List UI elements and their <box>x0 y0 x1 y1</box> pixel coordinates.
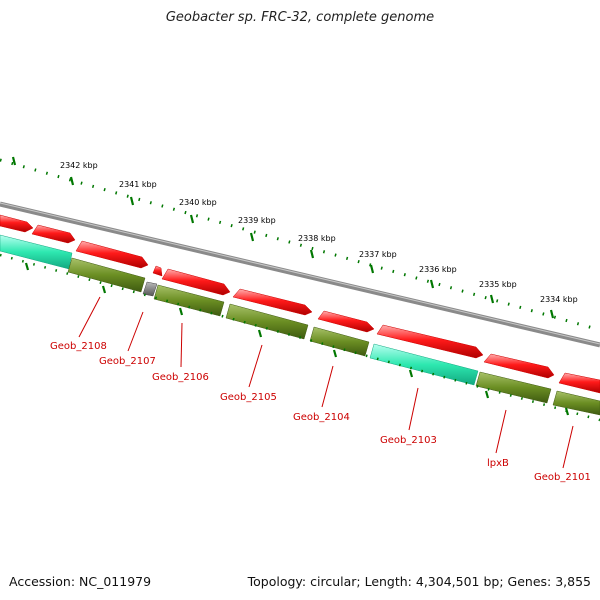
accession-text: Accession: NC_011979 <box>9 574 152 589</box>
gene-arrow <box>152 265 163 277</box>
kbp-label: 2342 kbp <box>60 161 98 170</box>
gene-label: Geob_2103 <box>380 435 437 446</box>
inner-tick-marks <box>24 262 570 416</box>
label-leaders <box>78 296 574 469</box>
gene-label: Geob_2107 <box>99 356 156 367</box>
gene-arrow <box>161 268 231 296</box>
forward-strand-genes <box>0 214 600 394</box>
kbp-label: 2340 kbp <box>179 198 217 207</box>
kbp-labels: 2342 kbp 2341 kbp 2340 kbp 2339 kbp 2338… <box>60 161 578 304</box>
gene-bar <box>153 284 225 317</box>
gene-arrow <box>0 214 34 233</box>
kbp-label: 2334 kbp <box>540 295 578 304</box>
gene-arrow <box>75 240 149 269</box>
reverse-strand-genes <box>0 234 600 416</box>
map-title: Geobacter sp. FRC-32, complete genome <box>165 10 435 25</box>
kbp-label: 2339 kbp <box>238 216 276 225</box>
gene-bar <box>552 390 600 416</box>
kbp-label: 2341 kbp <box>119 180 157 189</box>
gene-arrow <box>232 288 313 316</box>
gene-label: Geob_2108 <box>50 341 107 352</box>
gene-label: Geob_2105 <box>220 392 277 403</box>
gene-label: Geob_2104 <box>293 412 350 423</box>
summary-text: Topology: circular; Length: 4,304,501 bp… <box>247 574 591 589</box>
kbp-label: 2335 kbp <box>479 280 517 289</box>
backbone <box>0 201 600 348</box>
tick-marks <box>11 156 555 319</box>
gene-arrow <box>376 324 484 359</box>
gene-arrow <box>317 310 375 333</box>
kbp-label: 2336 kbp <box>419 265 457 274</box>
gene-label: Geob_2101 <box>534 472 591 483</box>
gene-arrow <box>31 224 76 244</box>
gene-labels: Geob_2108 Geob_2107 Geob_2106 Geob_2105 … <box>50 341 591 483</box>
other-gene <box>142 281 158 297</box>
inner-tick-dots <box>0 253 600 422</box>
gene-label: Geob_2106 <box>152 372 209 383</box>
gene-arrow <box>483 353 555 379</box>
gene-label: lpxB <box>487 458 509 469</box>
gene-bar <box>475 371 552 404</box>
rna-gene <box>369 343 479 386</box>
gene-bar <box>225 303 309 340</box>
gene-bar <box>67 257 146 293</box>
kbp-label: 2337 kbp <box>359 250 397 259</box>
kbp-label: 2338 kbp <box>298 234 336 243</box>
gene-bar <box>309 326 370 357</box>
gene-arrow <box>558 372 600 394</box>
